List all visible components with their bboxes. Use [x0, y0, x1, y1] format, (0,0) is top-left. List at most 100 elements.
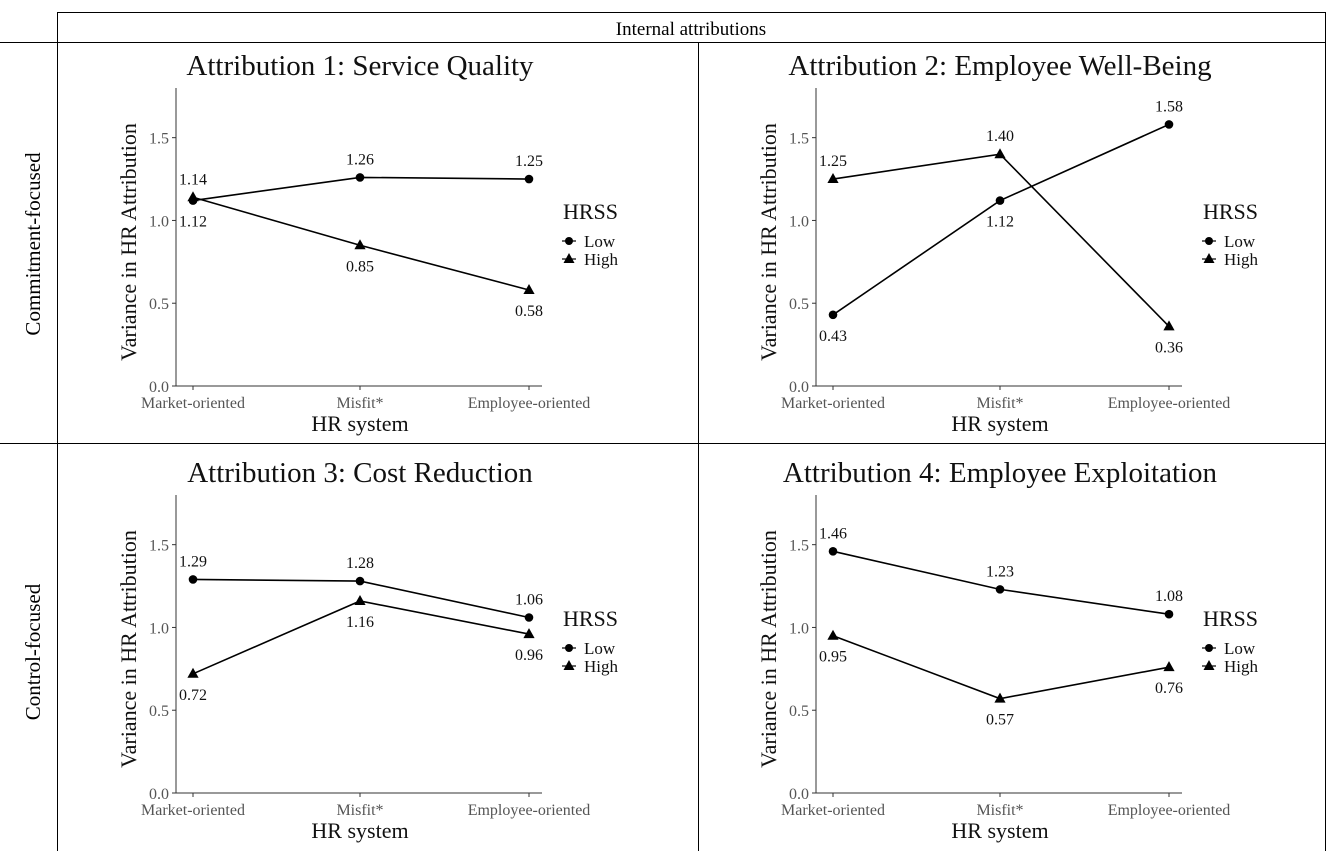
data-label: 0.72 — [179, 687, 207, 704]
data-point-circle — [355, 173, 365, 182]
y-tick-label: 1.0 — [149, 620, 169, 637]
data-point-triangle — [827, 173, 839, 184]
y-tick-label: 0.5 — [149, 703, 169, 720]
x-tick-label: Misfit* — [976, 802, 1023, 819]
legend-key-triangle — [563, 660, 575, 670]
x-axis-label: HR system — [951, 411, 1048, 436]
series-low: 1.29 1.28 1.06 — [179, 553, 543, 622]
x-tick-label: Market-oriented — [781, 395, 885, 412]
data-point-circle — [355, 576, 365, 586]
table-frame — [0, 12, 1326, 851]
x-tick-label: Market-oriented — [141, 395, 245, 412]
series-low: 1.12 1.26 1.25 — [179, 151, 543, 230]
data-point-triangle — [187, 191, 199, 202]
data-label: 1.23 — [986, 563, 1014, 580]
legend-title: HRSS — [1203, 199, 1258, 224]
x-tick-label: Employee-oriented — [1108, 395, 1231, 412]
data-label: 1.16 — [346, 614, 374, 631]
y-axis-label: Variance in HR Attribution — [756, 123, 781, 361]
x-tick-label: Misfit* — [336, 802, 383, 819]
data-point-triangle — [354, 594, 366, 605]
row-label-commitment: Commitment-focused — [21, 152, 45, 336]
y-tick-label: 1.0 — [789, 213, 809, 230]
series-low: 1.46 1.23 1.08 — [819, 525, 1183, 619]
y-tick-label: 0.0 — [789, 786, 809, 803]
data-point-triangle — [187, 667, 199, 678]
data-point-triangle — [523, 283, 535, 294]
data-point-triangle — [523, 628, 535, 639]
data-label: 1.06 — [515, 592, 543, 609]
x-tick-label: Employee-oriented — [468, 395, 591, 412]
legend-entry: High — [584, 657, 619, 676]
y-axis-label: Variance in HR Attribution — [116, 123, 141, 361]
data-label: 0.36 — [1155, 339, 1183, 356]
y-tick-label: 0.0 — [149, 379, 169, 396]
legend-entry: High — [584, 250, 619, 269]
x-axis-label: HR system — [311, 818, 408, 843]
y-tick-label: 0.0 — [149, 786, 169, 803]
data-label: 1.26 — [346, 151, 374, 168]
legend-entry: Low — [1224, 639, 1256, 658]
data-label: 1.46 — [819, 525, 847, 542]
y-axis-label: Variance in HR Attribution — [116, 530, 141, 768]
axes — [175, 495, 542, 794]
x-tick-label: Misfit* — [976, 395, 1023, 412]
data-point-triangle — [1163, 320, 1175, 331]
data-label: 0.58 — [515, 303, 543, 320]
data-label: 1.25 — [515, 153, 543, 170]
series-line — [832, 153, 1170, 327]
data-point-triangle — [994, 692, 1006, 703]
chart-title: Attribution 1: Service Quality — [186, 50, 534, 82]
x-tick-label: Misfit* — [336, 395, 383, 412]
y-tick-label: 0.5 — [789, 703, 809, 720]
legend-key-triangle — [1203, 660, 1215, 670]
data-label: 1.14 — [179, 171, 207, 188]
axes — [815, 495, 1182, 794]
data-point-triangle — [827, 629, 839, 640]
chart-panel-4: Attribution 4: Employee Exploitation 0.0 0… — [756, 457, 1259, 843]
data-label: 1.08 — [1155, 588, 1183, 605]
legend-entry: Low — [584, 639, 616, 658]
legend-entry: Low — [584, 232, 616, 251]
data-point-circle — [188, 575, 198, 584]
x-tick-label: Market-oriented — [781, 802, 885, 819]
series-high: 0.72 1.16 0.96 — [179, 594, 543, 704]
x-axis-label: HR system — [311, 411, 408, 436]
legend-key-triangle — [1203, 253, 1215, 263]
data-point-circle — [995, 196, 1005, 205]
data-point-circle — [1164, 609, 1174, 619]
y-tick-label: 0.5 — [149, 296, 169, 313]
x-tick-label: Employee-oriented — [1108, 802, 1231, 819]
axes — [175, 88, 542, 387]
y-tick-label: 1.0 — [149, 213, 169, 230]
data-label: 1.28 — [346, 555, 374, 572]
y-tick-label: 1.5 — [789, 538, 809, 555]
legend-key-triangle — [563, 253, 575, 263]
y-tick-label: 1.5 — [149, 131, 169, 148]
data-point-triangle — [994, 148, 1006, 159]
y-tick-label: 1.5 — [149, 538, 169, 555]
x-tick-label: Market-oriented — [141, 802, 245, 819]
data-label: 1.29 — [179, 553, 207, 570]
series-low: 0.43 1.12 1.58 — [819, 98, 1183, 344]
data-label: 1.40 — [986, 128, 1014, 145]
row-label-control: Control-focused — [21, 583, 45, 720]
x-tick-label: Employee-oriented — [468, 802, 591, 819]
data-point-circle — [828, 310, 838, 320]
legend-title: HRSS — [563, 606, 618, 631]
data-point-circle — [828, 546, 838, 556]
legend-entry: High — [1224, 657, 1259, 676]
data-label: 1.25 — [819, 153, 847, 170]
chart-title: Attribution 2: Employee Well-Being — [788, 50, 1211, 82]
y-axis-label: Variance in HR Attribution — [756, 530, 781, 768]
legend-title: HRSS — [1203, 606, 1258, 631]
data-point-triangle — [1163, 661, 1175, 672]
data-point-circle — [524, 613, 534, 622]
data-label: 0.85 — [346, 258, 374, 275]
series-line — [832, 550, 1170, 615]
